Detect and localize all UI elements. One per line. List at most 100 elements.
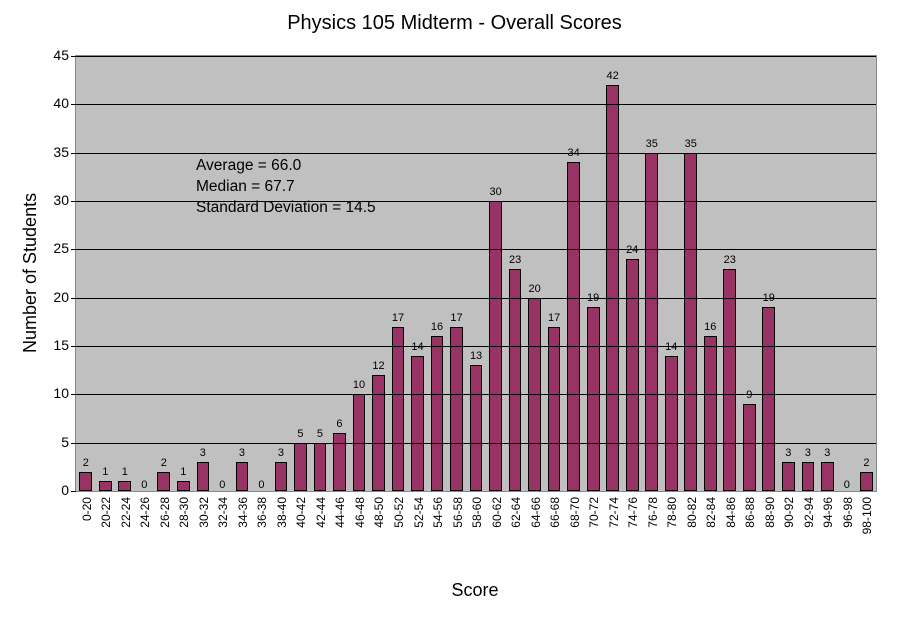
bar: 3 bbox=[236, 462, 249, 491]
bar-value-label: 2 bbox=[161, 457, 167, 469]
bar-slot: 024-26 bbox=[135, 56, 155, 491]
bar-value-label: 30 bbox=[489, 186, 501, 198]
bar-slot: 1654-56 bbox=[427, 56, 447, 491]
x-tick-label: 38-40 bbox=[273, 497, 289, 528]
bar-slot: 1452-54 bbox=[408, 56, 428, 491]
y-tick-mark bbox=[71, 56, 76, 57]
bar: 35 bbox=[645, 153, 658, 491]
bar-value-label: 0 bbox=[844, 479, 850, 491]
y-tick-label: 0 bbox=[39, 482, 69, 498]
y-tick-mark bbox=[71, 394, 76, 395]
bar: 42 bbox=[606, 85, 619, 491]
x-tick-label: 52-54 bbox=[410, 497, 426, 528]
bar-value-label: 1 bbox=[122, 466, 128, 478]
bar: 17 bbox=[392, 327, 405, 491]
bar-slot: 540-42 bbox=[291, 56, 311, 491]
bar-value-label: 23 bbox=[509, 254, 521, 266]
x-tick-label: 50-52 bbox=[390, 497, 406, 528]
bar: 1 bbox=[118, 481, 131, 491]
bar: 1 bbox=[99, 481, 112, 491]
bar: 5 bbox=[314, 443, 327, 491]
bar: 3 bbox=[197, 462, 210, 491]
x-tick-label: 92-94 bbox=[800, 497, 816, 528]
x-tick-label: 76-78 bbox=[644, 497, 660, 528]
grid-line bbox=[76, 394, 876, 395]
bar: 19 bbox=[587, 307, 600, 491]
bar-slot: 2362-64 bbox=[505, 56, 525, 491]
y-tick-mark bbox=[71, 249, 76, 250]
bar: 3 bbox=[821, 462, 834, 491]
bar-slot: 1248-50 bbox=[369, 56, 389, 491]
x-tick-label: 0-20 bbox=[78, 497, 94, 521]
bar-slot: 542-44 bbox=[310, 56, 330, 491]
bar: 16 bbox=[431, 336, 444, 491]
x-tick-label: 88-90 bbox=[761, 497, 777, 528]
bar-slot: 986-88 bbox=[740, 56, 760, 491]
bar-slot: 120-22 bbox=[96, 56, 116, 491]
y-tick-mark bbox=[71, 201, 76, 202]
y-tick-mark bbox=[71, 153, 76, 154]
y-tick-label: 25 bbox=[39, 240, 69, 256]
bar-value-label: 13 bbox=[470, 350, 482, 362]
bar: 5 bbox=[294, 443, 307, 491]
grid-line bbox=[76, 346, 876, 347]
bar: 24 bbox=[626, 259, 639, 491]
bar-value-label: 3 bbox=[785, 447, 791, 459]
bar-slot: 036-38 bbox=[252, 56, 272, 491]
x-tick-label: 60-62 bbox=[488, 497, 504, 528]
x-tick-label: 66-68 bbox=[546, 497, 562, 528]
bar-slot: 2384-86 bbox=[720, 56, 740, 491]
x-tick-label: 80-82 bbox=[683, 497, 699, 528]
bar: 2 bbox=[157, 472, 170, 491]
bar-value-label: 3 bbox=[278, 447, 284, 459]
bar-value-label: 17 bbox=[450, 312, 462, 324]
x-tick-label: 78-80 bbox=[663, 497, 679, 528]
bar-value-label: 3 bbox=[805, 447, 811, 459]
grid-line bbox=[76, 153, 876, 154]
bar-slot: 128-30 bbox=[174, 56, 194, 491]
bar-slot: 3468-70 bbox=[564, 56, 584, 491]
bar-slot: 032-34 bbox=[213, 56, 233, 491]
chart-container: Physics 105 Midterm - Overall Scores Num… bbox=[0, 0, 909, 621]
bar: 23 bbox=[723, 269, 736, 491]
x-tick-label: 68-70 bbox=[566, 497, 582, 528]
y-tick-mark bbox=[71, 443, 76, 444]
bar-value-label: 1 bbox=[180, 466, 186, 478]
bar: 14 bbox=[665, 356, 678, 491]
bar-value-label: 0 bbox=[141, 479, 147, 491]
bar: 17 bbox=[548, 327, 561, 491]
bar-slot: 122-24 bbox=[115, 56, 135, 491]
bar-value-label: 6 bbox=[336, 418, 342, 430]
x-tick-label: 84-86 bbox=[722, 497, 738, 528]
bar: 3 bbox=[275, 462, 288, 491]
x-tick-label: 56-58 bbox=[449, 497, 465, 528]
x-tick-label: 96-98 bbox=[839, 497, 855, 528]
x-tick-label: 48-50 bbox=[370, 497, 386, 528]
bar-value-label: 17 bbox=[392, 312, 404, 324]
bar-value-label: 2 bbox=[83, 457, 89, 469]
y-tick-mark bbox=[71, 298, 76, 299]
bar: 19 bbox=[762, 307, 775, 491]
grid-line bbox=[76, 249, 876, 250]
y-tick-mark bbox=[71, 491, 76, 492]
bar-slot: 20-20 bbox=[76, 56, 96, 491]
y-tick-label: 35 bbox=[39, 144, 69, 160]
bar-value-label: 1 bbox=[102, 466, 108, 478]
bar-value-label: 23 bbox=[724, 254, 736, 266]
bar-value-label: 2 bbox=[863, 457, 869, 469]
grid-line bbox=[76, 298, 876, 299]
y-tick-mark bbox=[71, 346, 76, 347]
y-tick-label: 30 bbox=[39, 192, 69, 208]
bar-value-label: 3 bbox=[200, 447, 206, 459]
x-tick-label: 28-30 bbox=[175, 497, 191, 528]
bar: 2 bbox=[79, 472, 92, 491]
x-tick-label: 44-46 bbox=[331, 497, 347, 528]
bar-slot: 1766-68 bbox=[544, 56, 564, 491]
bar-slot: 394-96 bbox=[818, 56, 838, 491]
bar: 35 bbox=[684, 153, 697, 491]
bar-slot: 338-40 bbox=[271, 56, 291, 491]
bar: 1 bbox=[177, 481, 190, 491]
bars-group: 20-20120-22122-24024-26226-28128-30330-3… bbox=[76, 56, 876, 491]
y-tick-label: 10 bbox=[39, 385, 69, 401]
x-tick-label: 40-42 bbox=[292, 497, 308, 528]
